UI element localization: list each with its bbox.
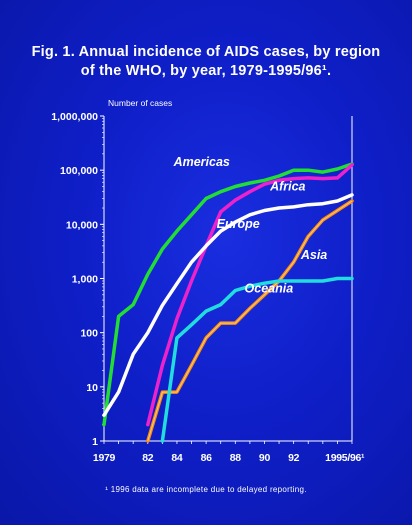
series-line-oceania: [160, 276, 354, 443]
series-line-europe: [102, 193, 354, 417]
x-tick-label: 1995/96¹: [325, 452, 365, 464]
series-line-americas: [102, 162, 354, 427]
series-line-asia: [146, 199, 354, 443]
x-tick-label: 92: [288, 452, 300, 464]
y-tick-label: 10: [86, 382, 98, 394]
footnote: ¹ 1996 data are incomplete due to delaye…: [105, 485, 307, 494]
series-label-americas: Americas: [173, 155, 230, 169]
x-tick-label: 82: [142, 452, 154, 464]
y-axis-label: Number of cases: [108, 98, 172, 108]
y-tick-label: 100: [80, 328, 98, 340]
series-label-oceania: Oceania: [245, 282, 294, 296]
y-tick-label: 100,000: [60, 165, 98, 177]
y-tick-label: 1,000: [72, 274, 98, 286]
series-label-asia: Asia: [300, 248, 327, 262]
x-tick-label: 88: [230, 452, 242, 464]
chart-title-line-1: Fig. 1. Annual incidence of AIDS cases, …: [31, 44, 381, 60]
y-tick-label: 10,000: [66, 219, 98, 231]
series-label-europe: Europe: [217, 217, 260, 231]
series-label-africa: Africa: [269, 180, 305, 194]
y-tick-label: 1: [92, 436, 98, 448]
series-line-africa: [146, 163, 354, 427]
x-tick-label: 84: [171, 452, 183, 464]
series-line-asia-highlight: [147, 200, 353, 442]
chart-title-line-2: of the WHO, by year, 1979-1995/96¹.: [80, 63, 332, 79]
x-tick-label: 1979: [93, 452, 116, 464]
x-tick-label: 90: [259, 452, 271, 464]
y-tick-label: 1,000,000: [51, 111, 98, 123]
x-tick-label: 86: [201, 452, 213, 464]
chart-title: Fig. 1. Annual incidence of AIDS cases, …: [0, 43, 412, 81]
